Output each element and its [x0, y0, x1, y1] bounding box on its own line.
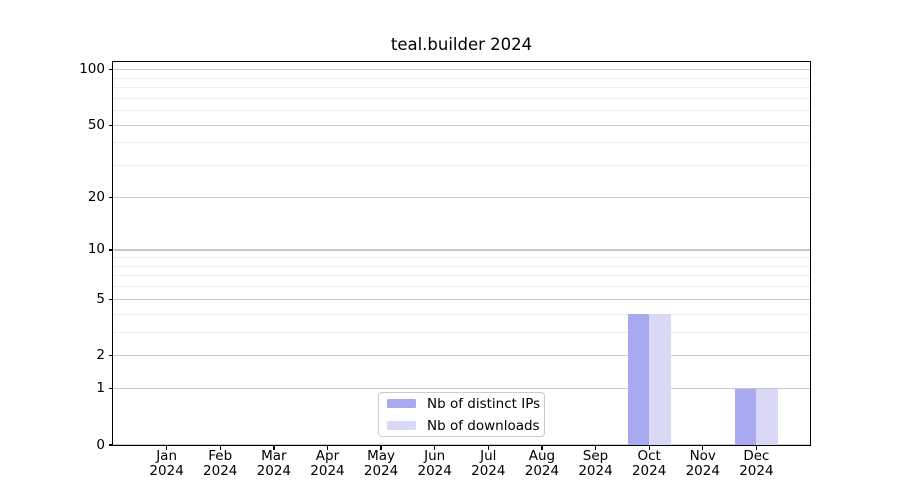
gridline-minor	[113, 97, 810, 99]
x-tick-year: 2024	[149, 463, 184, 479]
x-tick-label: Aug 2024	[507, 449, 577, 479]
gridline-minor	[113, 87, 810, 89]
plot-area	[113, 62, 810, 445]
gridline-minor	[113, 165, 810, 167]
x-tick-label: Jul 2024	[453, 449, 523, 479]
x-tick-label: Nov 2024	[668, 449, 738, 479]
legend-swatch-downloads	[387, 421, 416, 430]
x-tick-month: Jul	[480, 448, 497, 464]
x-tick-label: Feb 2024	[185, 449, 255, 479]
legend: Nb of distinct IPs Nb of downloads	[378, 392, 545, 437]
x-tick-month: Apr	[315, 448, 340, 464]
x-tick-month: Oct	[637, 448, 661, 464]
x-tick-year: 2024	[524, 463, 560, 479]
gridline-minor	[113, 313, 810, 315]
gridline-minor	[113, 257, 810, 259]
x-tick-year: 2024	[363, 463, 399, 479]
y-tick-label: 0	[96, 436, 105, 453]
x-tick-month: May	[367, 448, 396, 464]
legend-swatch-distinct-ips	[387, 399, 416, 408]
bar-oct-downloads	[649, 314, 671, 445]
x-tickmark	[273, 446, 275, 450]
y-tickmark	[108, 69, 113, 71]
gridline-minor	[113, 142, 810, 144]
y-tick-label: 5	[96, 290, 105, 307]
x-tickmark	[166, 446, 168, 450]
x-tick-month: Jan	[156, 448, 178, 464]
gridline-minor	[113, 265, 810, 267]
x-tickmark	[648, 446, 650, 450]
y-tickmark	[108, 355, 113, 357]
x-tickmark	[380, 446, 382, 450]
x-tick-month: Nov	[689, 448, 716, 464]
x-tickmark	[594, 446, 597, 450]
gridline-minor	[113, 286, 810, 288]
gridline-major	[113, 388, 810, 390]
x-tick-month: Feb	[208, 448, 233, 464]
y-tick-label: 2	[96, 347, 105, 364]
x-tick-label: Jan 2024	[132, 449, 202, 479]
y-tickmark	[108, 249, 113, 251]
x-tickmark	[434, 446, 436, 450]
y-tickmark	[108, 444, 113, 446]
y-tick-label: 20	[87, 188, 105, 205]
y-tickmark	[108, 388, 113, 390]
bar-dec-distinct-ips	[734, 388, 757, 445]
x-tickmark	[326, 446, 329, 450]
x-tick-year: 2024	[578, 463, 613, 479]
bar-dec-downloads	[756, 388, 778, 445]
x-tick-label: Sep 2024	[561, 449, 631, 479]
gridline-major	[113, 196, 810, 198]
x-tick-label: Mar 2024	[239, 449, 309, 479]
legend-item-distinct-ips: Nb of distinct IPs	[387, 394, 540, 413]
gridline-major	[113, 69, 810, 71]
x-tick-label: Oct 2024	[614, 449, 684, 479]
gridline-major	[113, 444, 810, 445]
x-tick-year: 2024	[685, 463, 720, 479]
x-tickmark	[702, 446, 704, 450]
bar-oct-distinct-ips	[627, 314, 650, 445]
gridline-major	[113, 249, 810, 251]
x-tick-month: Jun	[424, 448, 446, 464]
x-tickmark	[219, 446, 221, 450]
y-tickmark	[108, 196, 113, 199]
y-tick-label: 50	[87, 116, 105, 133]
y-tick-label: 1	[96, 380, 105, 397]
x-tick-label: May 2024	[346, 449, 416, 479]
legend-label-downloads: Nb of downloads	[427, 417, 540, 434]
gridline-minor	[113, 275, 810, 277]
x-tickmark	[487, 446, 489, 450]
x-tick-month: Sep	[582, 448, 609, 464]
gridline-minor	[113, 77, 810, 79]
gridline-minor	[113, 331, 810, 333]
x-tick-year: 2024	[310, 463, 345, 479]
x-tick-label: Jun 2024	[400, 449, 470, 479]
x-tickmark	[755, 446, 758, 450]
y-tickmark	[108, 298, 113, 300]
y-tick-label: 10	[87, 241, 105, 258]
gridline-major	[113, 355, 810, 357]
x-tick-month: Mar	[261, 448, 287, 464]
gridline-minor	[113, 110, 810, 112]
chart-title: teal.builder 2024	[390, 35, 533, 54]
gridline-major	[113, 124, 810, 126]
x-tick-year: 2024	[203, 463, 238, 479]
legend-label-distinct-ips: Nb of distinct IPs	[427, 395, 541, 412]
x-tick-year: 2024	[256, 463, 292, 479]
x-tick-label: Apr 2024	[292, 449, 362, 479]
x-tick-label: Dec 2024	[721, 449, 791, 479]
gridline-major	[113, 298, 810, 300]
x-tick-year: 2024	[631, 463, 667, 479]
x-tick-year: 2024	[471, 463, 506, 479]
x-tickmark	[541, 446, 543, 450]
x-tick-year: 2024	[739, 463, 774, 479]
x-tick-month: Dec	[743, 448, 770, 464]
x-tick-month: Aug	[528, 448, 556, 464]
y-tick-label: 100	[79, 61, 105, 78]
legend-item-downloads: Nb of downloads	[387, 416, 540, 435]
y-tickmark	[108, 124, 113, 126]
x-tick-year: 2024	[417, 463, 452, 479]
